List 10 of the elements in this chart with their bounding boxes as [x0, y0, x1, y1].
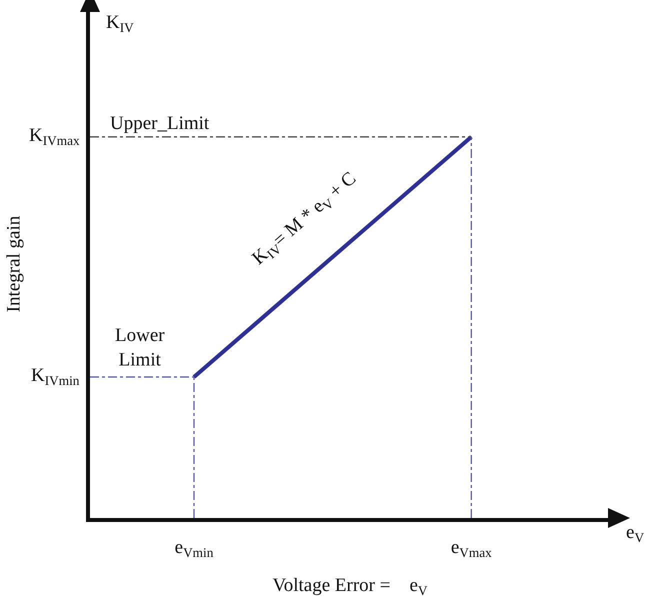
y-axis-title: Integral gain — [3, 215, 24, 312]
text: e$_{V}$ — [626, 522, 644, 545]
x-tick-label: e$_{Vmax}$ — [450, 536, 492, 560]
annotation: Lower Limit — [115, 325, 166, 371]
x-axis-title: Voltage Error = e$_{V}$ — [272, 575, 428, 598]
text: K$_{IVmin}$ — [31, 365, 80, 388]
text: K$_{IVmax}$ — [29, 125, 80, 148]
x-tick-label: e$_{Vmin}$ — [174, 536, 214, 560]
text: Upper_Limit — [110, 113, 210, 134]
text: K$_{IV}$ — [106, 12, 134, 35]
